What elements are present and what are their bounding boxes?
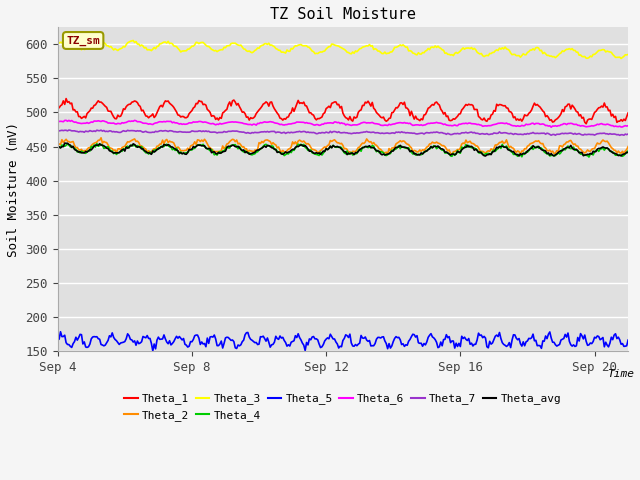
Theta_3	[617, 56, 625, 61]
Theta_2	[624, 144, 632, 149]
Theta_5	[427, 331, 435, 336]
Theta_1	[449, 116, 457, 122]
Theta_4	[399, 144, 407, 150]
Theta_avg	[624, 150, 632, 156]
Theta_4	[624, 148, 632, 154]
Theta_5	[451, 345, 459, 351]
Theta_2	[356, 144, 364, 150]
Theta_4	[585, 154, 593, 160]
Theta_avg	[426, 145, 433, 151]
Theta_6	[163, 119, 171, 124]
Theta_2	[451, 149, 459, 155]
Theta_3	[448, 52, 456, 58]
Theta_avg	[163, 143, 171, 148]
Theta_avg	[449, 151, 457, 157]
Theta_3	[163, 40, 171, 46]
Theta_1	[163, 98, 171, 104]
Theta_2	[163, 137, 171, 143]
Theta_7	[163, 128, 171, 134]
Theta_6	[62, 118, 70, 123]
Line: Theta_2: Theta_2	[58, 138, 628, 154]
Theta_3	[399, 42, 407, 48]
Theta_7	[65, 127, 73, 133]
Theta_1	[54, 104, 61, 110]
Theta_2	[97, 135, 105, 141]
Theta_5	[624, 337, 632, 343]
Theta_4	[448, 154, 456, 159]
Theta_5	[401, 344, 408, 349]
Theta_4	[449, 150, 457, 156]
Theta_7	[449, 131, 457, 137]
Theta_5	[54, 337, 61, 343]
Theta_1	[399, 102, 407, 108]
Line: Theta_3: Theta_3	[58, 40, 628, 59]
Theta_1	[426, 105, 433, 110]
Theta_7	[426, 130, 433, 136]
Theta_3	[624, 51, 632, 57]
Line: Theta_1: Theta_1	[58, 98, 628, 124]
Theta_2	[399, 138, 407, 144]
Theta_avg	[399, 144, 407, 150]
Theta_3	[449, 53, 457, 59]
Theta_1	[582, 121, 590, 127]
Theta_6	[356, 121, 364, 127]
Theta_4	[426, 146, 433, 152]
Theta_2	[54, 143, 61, 148]
Theta_4	[93, 141, 100, 146]
Y-axis label: Soil Moisture (mV): Soil Moisture (mV)	[7, 122, 20, 257]
Theta_avg	[54, 145, 61, 151]
Line: Theta_6: Theta_6	[58, 120, 628, 127]
Theta_5	[57, 329, 65, 335]
Theta_4	[163, 141, 171, 147]
Theta_6	[624, 123, 632, 129]
Theta_7	[616, 132, 623, 138]
Theta_7	[54, 127, 61, 133]
Theta_7	[399, 130, 407, 135]
Theta_7	[448, 132, 456, 137]
Text: TZ_sm: TZ_sm	[67, 36, 100, 46]
Theta_1	[448, 117, 456, 123]
Theta_7	[356, 130, 364, 136]
Title: TZ Soil Moisture: TZ Soil Moisture	[270, 7, 416, 22]
Theta_6	[448, 123, 456, 129]
Text: Time: Time	[607, 369, 634, 379]
Theta_avg	[61, 140, 68, 146]
Theta_2	[449, 149, 457, 155]
Theta_avg	[356, 147, 364, 153]
Theta_6	[547, 124, 555, 130]
Line: Theta_4: Theta_4	[58, 144, 628, 157]
Theta_6	[54, 119, 61, 125]
Theta_avg	[482, 153, 490, 159]
Theta_5	[149, 348, 157, 354]
Line: Theta_7: Theta_7	[58, 130, 628, 135]
Theta_6	[399, 120, 407, 126]
Line: Theta_5: Theta_5	[58, 332, 628, 351]
Theta_5	[449, 338, 457, 344]
Legend: Theta_1, Theta_2, Theta_3, Theta_4, Theta_5, Theta_6, Theta_7, Theta_avg: Theta_1, Theta_2, Theta_3, Theta_4, Thet…	[120, 389, 566, 425]
Line: Theta_avg: Theta_avg	[58, 143, 628, 156]
Theta_3	[97, 37, 105, 43]
Theta_7	[624, 131, 632, 137]
Theta_avg	[448, 151, 456, 157]
Theta_4	[356, 146, 364, 152]
Theta_3	[356, 46, 364, 52]
Theta_2	[426, 141, 433, 147]
Theta_1	[356, 108, 364, 113]
Theta_3	[54, 40, 61, 46]
Theta_5	[164, 341, 172, 347]
Theta_1	[62, 96, 70, 101]
Theta_2	[448, 151, 456, 157]
Theta_5	[357, 333, 365, 338]
Theta_4	[54, 146, 61, 152]
Theta_1	[624, 110, 632, 116]
Theta_6	[426, 120, 433, 126]
Theta_6	[449, 123, 457, 129]
Theta_3	[426, 47, 433, 52]
